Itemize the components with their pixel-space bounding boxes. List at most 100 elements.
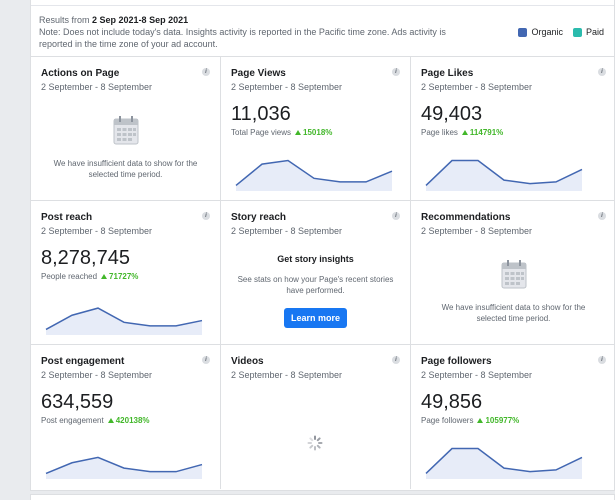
sparkline-line <box>45 307 203 331</box>
metric-change: 420138% <box>115 416 150 425</box>
info-icon[interactable]: i <box>202 356 210 364</box>
card-post-engagement[interactable]: Post engagement 2 September - 8 Septembe… <box>31 345 221 489</box>
card-page-likes[interactable]: Page Likes 2 September - 8 September i 4… <box>411 57 614 201</box>
metric-subtitle: Total Page views 15018% <box>231 128 410 137</box>
card-title: Post engagement <box>41 356 125 367</box>
metric-sub-label: Post engagement <box>41 416 104 425</box>
card-title: Actions on Page <box>41 68 120 79</box>
paid-swatch <box>572 27 582 37</box>
card-title: Post reach <box>41 212 93 223</box>
metric-value: 49,403 <box>421 103 483 125</box>
metric-change: 15018% <box>303 128 333 137</box>
sparkline-line <box>235 159 393 187</box>
info-icon[interactable]: i <box>202 212 210 220</box>
up-arrow-icon <box>101 274 108 279</box>
metric-value: 49,856 <box>421 391 483 413</box>
sparkline-line <box>425 159 583 186</box>
metric-value: 8,278,745 <box>41 247 130 269</box>
card-actions-on-page[interactable]: Actions on Page 2 September - 8 Septembe… <box>31 57 221 201</box>
insights-row-2: Post reach 2 September - 8 September i 8… <box>31 201 614 345</box>
metric-value: 634,559 <box>41 391 114 413</box>
card-date: 2 September - 8 September <box>421 226 533 236</box>
card-title: Story reach <box>231 212 287 223</box>
card-story-reach[interactable]: Story reach 2 September - 8 September i … <box>221 201 411 345</box>
metric-change: 71727% <box>109 272 139 281</box>
card-date: 2 September - 8 September <box>41 370 153 380</box>
sparkline-page-followers <box>425 447 583 479</box>
sparkline-page-likes <box>425 159 583 191</box>
loading-spinner-icon <box>307 435 323 451</box>
sparkline-area <box>236 160 392 191</box>
metric-value: 11,036 <box>231 103 291 125</box>
card-videos[interactable]: Videos 2 September - 8 September i <box>221 345 411 489</box>
legend-item-paid: Paid <box>572 27 604 37</box>
sparkline-area <box>46 308 202 335</box>
card-page-views[interactable]: Page Views 2 September - 8 September i 1… <box>221 57 411 201</box>
sparkline-page-views <box>235 159 393 191</box>
header-divider <box>31 5 614 6</box>
info-icon[interactable]: i <box>598 212 606 220</box>
metric-subtitle: Page likes 114791% <box>421 128 614 137</box>
sparkline-area <box>426 160 582 191</box>
info-icon[interactable]: i <box>202 68 210 76</box>
card-date: 2 September - 8 September <box>41 226 153 236</box>
card-date: 2 September - 8 September <box>421 82 533 92</box>
learn-more-button[interactable]: Learn more <box>284 308 347 328</box>
metric-sub-label: People reached <box>41 272 98 281</box>
card-date: 2 September - 8 September <box>231 226 343 236</box>
legend-label-paid: Paid <box>585 27 604 37</box>
sparkline-line <box>45 456 203 475</box>
calendar-icon <box>501 260 526 289</box>
metric-change: 105977% <box>485 416 520 425</box>
legend-item-organic: Organic <box>518 27 563 37</box>
metric-sub-label: Page likes <box>421 128 458 137</box>
card-title: Page Likes <box>421 68 474 79</box>
calendar-icon <box>113 116 138 145</box>
card-recommendations[interactable]: Recommendations 2 September - 8 Septembe… <box>411 201 614 345</box>
metric-subtitle: Page followers 105977% <box>421 416 614 425</box>
sparkline-area <box>426 448 582 479</box>
metric-change: 114791% <box>469 128 504 137</box>
up-arrow-icon <box>107 418 114 423</box>
legend: Organic Paid <box>518 27 604 37</box>
card-date: 2 September - 8 September <box>41 82 153 92</box>
card-post-reach[interactable]: Post reach 2 September - 8 September i 8… <box>31 201 221 345</box>
insights-row-1: Actions on Page 2 September - 8 Septembe… <box>31 57 614 201</box>
metric-sub-label: Page followers <box>421 416 474 425</box>
insights-header: Results from 2 Sep 2021-8 Sep 2021 Note:… <box>31 0 614 57</box>
card-title: Videos <box>231 356 264 367</box>
up-arrow-icon <box>477 418 484 423</box>
results-range: Results from 2 Sep 2021-8 Sep 2021 <box>39 14 604 26</box>
insufficient-data-message: We have insufficient data to show for th… <box>53 159 198 179</box>
info-icon[interactable]: i <box>392 68 400 76</box>
next-section-edge <box>30 494 615 500</box>
info-icon[interactable]: i <box>598 356 606 364</box>
info-icon[interactable]: i <box>392 212 400 220</box>
card-title: Page followers <box>421 356 492 367</box>
up-arrow-icon <box>295 130 302 135</box>
header-note: Note: Does not include today's data. Ins… <box>39 27 446 49</box>
story-insights-heading: Get story insights <box>277 254 354 264</box>
insufficient-data-message: We have insufficient data to show for th… <box>441 303 586 323</box>
insights-row-3: Post engagement 2 September - 8 Septembe… <box>31 345 614 489</box>
card-date: 2 September - 8 September <box>231 82 343 92</box>
card-title: Recommendations <box>421 212 511 223</box>
metric-subtitle: Post engagement 420138% <box>41 416 220 425</box>
card-date: 2 September - 8 September <box>421 370 533 380</box>
insights-panel: Results from 2 Sep 2021-8 Sep 2021 Note:… <box>30 0 615 491</box>
results-date-range: 2 Sep 2021-8 Sep 2021 <box>92 15 189 25</box>
up-arrow-icon <box>461 130 468 135</box>
metric-sub-label: Total Page views <box>231 128 292 137</box>
card-date: 2 September - 8 September <box>231 370 343 380</box>
story-insights-message: See stats on how your Page's recent stor… <box>237 275 394 295</box>
info-icon[interactable]: i <box>392 356 400 364</box>
info-icon[interactable]: i <box>598 68 606 76</box>
card-title: Page Views <box>231 68 286 79</box>
metric-subtitle: People reached 71727% <box>41 272 220 281</box>
sparkline-post-engagement <box>45 456 203 479</box>
results-prefix: Results from <box>39 15 90 25</box>
legend-label-organic: Organic <box>531 27 563 37</box>
card-page-followers[interactable]: Page followers 2 September - 8 September… <box>411 345 614 489</box>
organic-swatch <box>518 27 528 37</box>
sparkline-post-reach <box>45 307 203 335</box>
